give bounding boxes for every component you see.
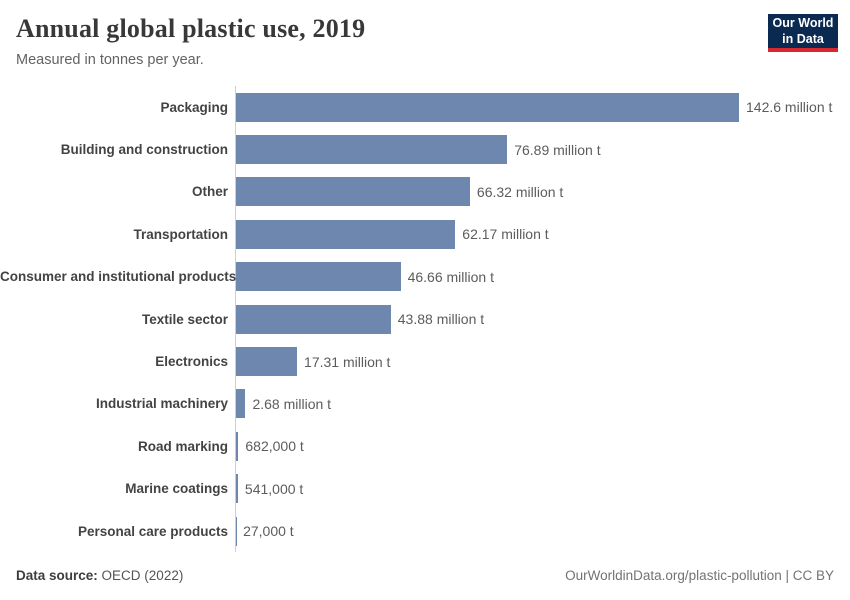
value-label: 76.89 million t (514, 141, 601, 158)
bar-row: Building and construction 76.89 million … (0, 128, 850, 170)
bar (236, 262, 401, 292)
value-label: 682,000 t (245, 438, 304, 455)
value-label: 62.17 million t (462, 226, 549, 243)
value-label: 142.6 million t (746, 99, 833, 116)
value-label: 2.68 million t (252, 395, 332, 412)
bar (236, 304, 391, 334)
bar (236, 92, 739, 122)
value-label: 66.32 million t (476, 183, 564, 200)
chart-subtitle: Measured in tonnes per year. (16, 52, 204, 68)
category-label: Industrial machinery (95, 396, 228, 412)
category-label: Consumer and institutional products (0, 269, 237, 285)
page-title: Annual global plastic use, 2019 (16, 14, 366, 43)
owid-logo-line1: Our World (772, 15, 834, 30)
category-label: Marine coatings (125, 481, 228, 497)
category-label: Building and construction (60, 142, 228, 158)
category-label: Transportation (133, 226, 228, 242)
value-label: 46.66 million t (407, 268, 494, 285)
category-label: Packaging (160, 99, 228, 115)
owid-logo: Our World in Data (768, 14, 838, 52)
data-source-value: OECD (2022) (101, 568, 184, 583)
category-label: Personal care products (77, 523, 228, 539)
category-label: Road marking (137, 438, 228, 454)
chart-footer: Data source: OECD (2022) OurWorldinData.… (16, 568, 834, 583)
bar-row: Marine coatings 541,000 t (0, 468, 850, 510)
value-label: 541,000 t (244, 480, 304, 497)
value-label: 43.88 million t (397, 311, 485, 328)
bar (236, 389, 246, 419)
bar (236, 135, 508, 165)
category-label: Textile sector (141, 311, 228, 327)
data-source-note: Data source: OECD (2022) (16, 568, 183, 583)
owid-logo-line2: in Data (782, 32, 824, 46)
bar (236, 177, 470, 207)
bar-row: Transportation 62.17 million t (0, 213, 850, 255)
category-label: Electronics (155, 354, 228, 370)
bar (236, 219, 456, 249)
bar-row: Electronics 17.31 million t (0, 340, 850, 382)
bar-row: Consumer and institutional products 46.6… (0, 256, 850, 298)
bar (236, 431, 239, 461)
value-label: 27,000 t (243, 523, 294, 540)
bar-row: Personal care products 27,000 t (0, 510, 850, 552)
data-source-label: Data source: (16, 568, 98, 583)
y-axis-line (235, 86, 236, 552)
bar-row: Other 66.32 million t (0, 171, 850, 213)
bar-chart-plot: Packaging 142.6 million t Building and c… (0, 86, 850, 552)
value-label: 17.31 million t (304, 353, 391, 370)
category-label: Other (191, 184, 228, 200)
bar-row: Industrial machinery 2.68 million t (0, 383, 850, 425)
credit-line: OurWorldinData.org/plastic-pollution | C… (565, 568, 834, 583)
bar-row: Packaging 142.6 million t (0, 86, 850, 128)
bar-row: Textile sector 43.88 million t (0, 298, 850, 340)
bar-row: Road marking 682,000 t (0, 425, 850, 467)
bar (236, 474, 238, 504)
bar (236, 347, 298, 377)
